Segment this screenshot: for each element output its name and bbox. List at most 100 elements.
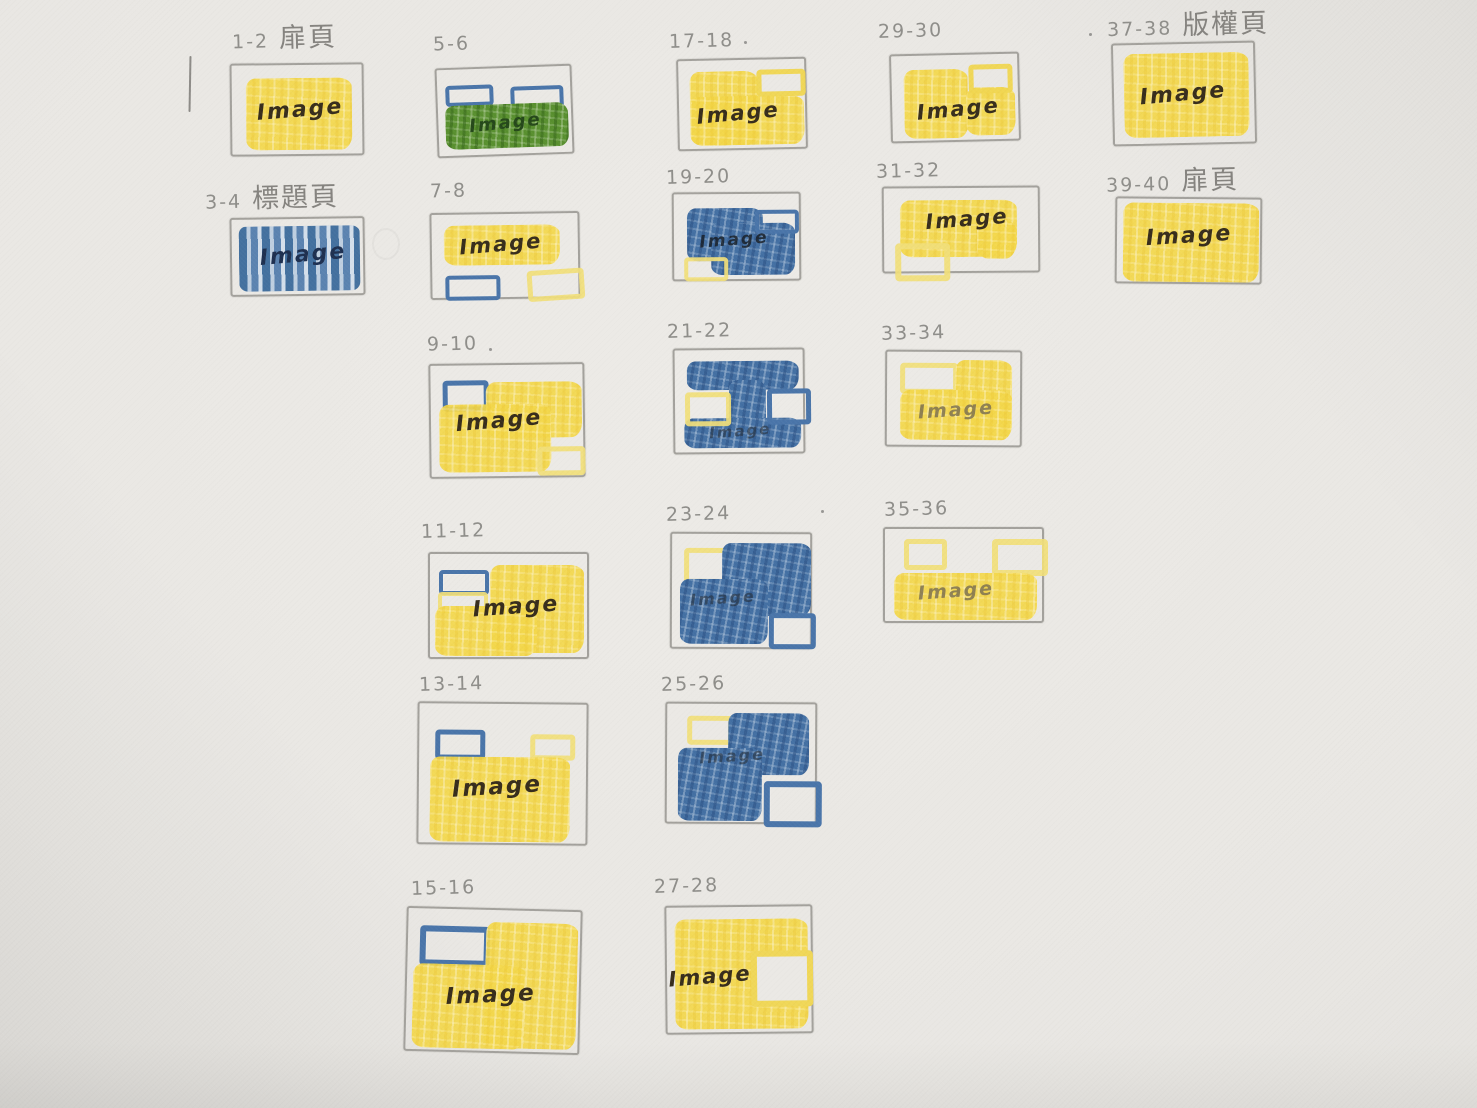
spread-label: 27-28	[653, 874, 720, 898]
outline-box	[750, 950, 814, 1007]
outline-box	[537, 446, 586, 476]
outline-box	[768, 613, 816, 650]
spread-label: 11-12	[420, 519, 487, 543]
page-numbers: 33-34	[880, 321, 947, 345]
outline-box	[445, 275, 501, 301]
spread-9-10: 9-10 Image	[427, 332, 586, 479]
outline-box	[684, 392, 732, 427]
spread-13-14: 13-14 Image	[416, 672, 589, 846]
spread-label: 35-36	[883, 497, 950, 521]
spread-frame: Image	[881, 185, 1041, 282]
page-numbers: 1-2	[231, 30, 270, 54]
image-placeholder-text: Image	[445, 979, 537, 1010]
paper-speck	[821, 510, 824, 513]
spread-33-34: 33-34 Image	[881, 321, 1023, 448]
outline-box	[763, 781, 822, 828]
spread-label: 39-40 扉頁	[1106, 164, 1240, 197]
spread-frame: Image	[428, 362, 586, 479]
spread-frame: Image	[434, 63, 575, 159]
spread-frame: Image	[416, 701, 589, 846]
spread-label: 5-6	[432, 32, 471, 56]
spread-19-20: 19-20 Image	[666, 165, 802, 282]
spread-39-40: 39-40 扉頁 Image	[1106, 164, 1263, 285]
page-numbers: 31-32	[875, 159, 942, 183]
spread-label: 31-32	[875, 159, 942, 183]
spread-23-24: 23-24 Image	[666, 502, 816, 650]
spread-frame: Image	[672, 347, 812, 455]
page-numbers: 19-20	[665, 165, 732, 189]
spread-label: 29-30	[877, 19, 944, 43]
page-numbers: 21-22	[666, 319, 733, 343]
spread-7-8: 7-8 Image	[429, 180, 586, 303]
paper-speck	[489, 348, 492, 351]
spread-label: 21-22	[666, 319, 733, 343]
page-numbers: 29-30	[877, 19, 944, 43]
spread-frame: Image	[664, 701, 822, 828]
spread-label: 33-34	[880, 321, 947, 345]
spread-21-22: 21-22 Image	[667, 319, 812, 455]
page-type-label: 版權頁	[1181, 7, 1270, 42]
spread-frame: Image	[403, 905, 583, 1056]
spread-label: 37-38 版權頁	[1107, 7, 1270, 42]
page-numbers: 15-16	[410, 876, 477, 900]
spread-label: 15-16	[410, 876, 477, 900]
outline-box	[435, 729, 486, 760]
page-type-label: 扉頁	[1180, 164, 1240, 197]
page-numbers: 11-12	[420, 519, 487, 543]
outline-box	[904, 539, 947, 570]
outline-box	[526, 267, 586, 303]
spread-frame: Image	[1114, 196, 1263, 285]
spread-1-2: 1-2 扉頁 Image	[229, 22, 365, 157]
spread-frame: Image	[883, 527, 1048, 623]
spread-11-12: 11-12 Image	[421, 519, 589, 659]
spread-label: 17-18	[668, 29, 735, 53]
spread-15-16: 15-16 Image	[403, 876, 583, 1056]
outline-box	[992, 539, 1048, 576]
spread-label: 9-10	[426, 332, 479, 356]
outline-box	[684, 257, 729, 282]
spread-label: 7-8	[430, 180, 468, 203]
page-type-label: 扉頁	[278, 21, 338, 55]
spread-27-28: 27-28 Image	[654, 874, 814, 1035]
spread-label: 3-4 標題頁	[204, 181, 340, 215]
spread-frame: Image	[1110, 40, 1258, 147]
spread-frame: Image	[664, 904, 814, 1035]
spread-frame: Image	[229, 216, 366, 297]
spread-frame: Image	[229, 62, 365, 157]
spread-frame: Image	[669, 531, 816, 650]
pencil-tick-mark	[188, 55, 192, 113]
page-numbers: 5-6	[432, 32, 471, 56]
spread-3-4: 3-4 標題頁 Image	[205, 181, 366, 297]
outline-box	[687, 715, 734, 745]
page-numbers: 17-18	[668, 29, 735, 53]
image-placeholder-text: Image	[917, 396, 995, 424]
outline-box	[419, 925, 491, 967]
outline-box	[968, 63, 1013, 94]
spread-29-30: 29-30 Image	[878, 19, 1021, 144]
spread-frame: Image	[671, 191, 802, 282]
spread-17-18: 17-18 Image	[669, 29, 808, 152]
crayon-image-block	[894, 573, 1037, 620]
spread-37-38: 37-38 版權頁 Image	[1107, 8, 1270, 147]
spread-5-6: 5-6 Image	[433, 33, 575, 159]
spread-31-32: 31-32 Image	[876, 159, 1041, 282]
spread-label: 13-14	[418, 672, 485, 696]
page-numbers: 3-4	[204, 190, 243, 214]
page-numbers: 13-14	[418, 672, 485, 696]
outline-box	[766, 388, 812, 425]
image-placeholder-text: Image	[472, 591, 561, 623]
paper-speck	[744, 41, 747, 44]
page-numbers: 27-28	[653, 874, 720, 898]
spread-frame: Image	[884, 349, 1023, 448]
page-type-label: 標題頁	[251, 181, 340, 215]
page-numbers: 25-26	[660, 672, 727, 696]
page-numbers: 23-24	[665, 502, 732, 526]
spread-35-36: 35-36 Image	[883, 497, 1048, 623]
outline-box	[895, 243, 951, 282]
spread-frame: Image	[428, 552, 589, 659]
spread-label: 23-24	[665, 502, 732, 526]
page-numbers: 9-10	[426, 332, 479, 356]
spread-label: 1-2 扉頁	[231, 21, 338, 55]
page-numbers: 35-36	[883, 497, 950, 521]
